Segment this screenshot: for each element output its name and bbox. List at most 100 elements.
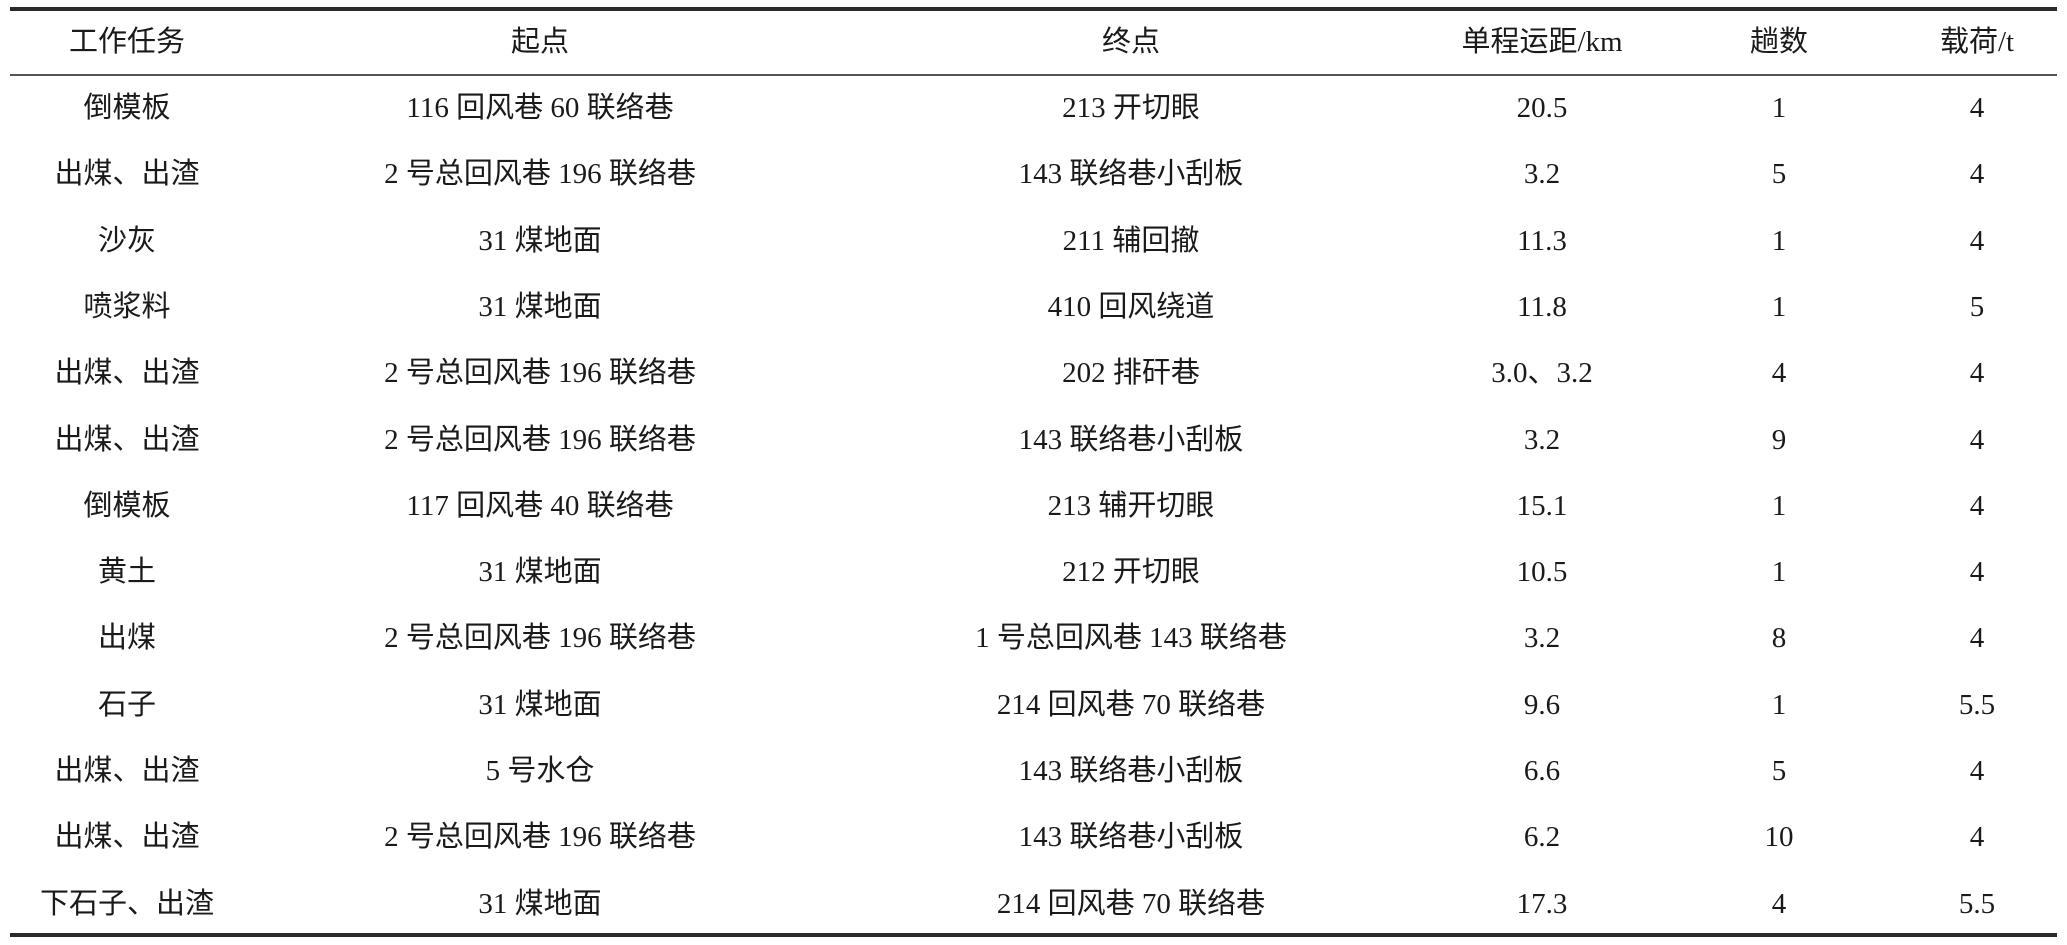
cell-start: 5 号水仓	[485, 755, 595, 787]
cell-trips: 9	[1771, 423, 1787, 456]
cell-load: 4	[1969, 158, 1985, 191]
cell-task: 黄土	[97, 556, 157, 589]
cell-trips: 10	[1764, 821, 1794, 854]
cell-task: 石子	[97, 688, 157, 721]
table-row: 出煤 2 号总回风巷 196 联络巷 1 号总回风巷 143 联络巷 3.2 8 4	[0, 618, 2067, 658]
table-row: 喷浆料 31 煤地面 410 回风绕道 11.8 1 5	[0, 287, 2067, 327]
table-bottom-rule	[10, 933, 2057, 937]
cell-load: 4	[1969, 821, 1985, 854]
cell-start: 31 煤地面	[478, 290, 602, 323]
cell-load: 4	[1969, 92, 1985, 124]
cell-task: 喷浆料	[83, 290, 171, 323]
cell-load: 4	[1969, 224, 1985, 257]
cell-start: 117 回风巷 40 联络巷	[406, 489, 674, 522]
table-header-row: 工作任务 起点 终点 单程运距/km 趟数 载荷/t	[0, 22, 2067, 62]
cell-load: 5.5	[1958, 887, 1996, 920]
cell-trips: 1	[1771, 224, 1787, 257]
cell-end: 214 回风巷 70 联络巷	[996, 887, 1266, 920]
cell-distance: 3.2	[1523, 423, 1561, 456]
cell-end: 143 联络巷小刮板	[1018, 423, 1244, 456]
cell-distance: 10.5	[1516, 556, 1568, 589]
table-row: 黄土 31 煤地面 212 开切眼 10.5 1 4	[0, 552, 2067, 592]
cell-distance: 17.3	[1516, 887, 1568, 920]
cell-trips: 4	[1771, 357, 1787, 390]
table-row: 出煤、出渣 2 号总回风巷 196 联络巷 143 联络巷小刮板 3.2 9 4	[0, 420, 2067, 460]
cell-task: 出煤、出渣	[54, 357, 200, 390]
cell-task: 出煤	[97, 622, 157, 655]
cell-trips: 5	[1771, 755, 1787, 787]
cell-distance: 9.6	[1523, 688, 1561, 721]
cell-trips: 4	[1771, 887, 1787, 920]
table-row: 倒模板 116 回风巷 60 联络巷 213 开切眼 20.5 1 4	[0, 88, 2067, 128]
table-row: 沙灰 31 煤地面 211 辅回撤 11.3 1 4	[0, 221, 2067, 261]
cell-start: 31 煤地面	[478, 556, 602, 589]
cell-distance: 20.5	[1516, 92, 1568, 124]
cell-task: 倒模板	[83, 489, 171, 522]
cell-load: 4	[1969, 622, 1985, 655]
cell-trips: 1	[1771, 290, 1787, 323]
cell-distance: 11.3	[1517, 224, 1567, 257]
cell-end: 143 联络巷小刮板	[1018, 755, 1244, 787]
cell-distance: 3.2	[1523, 158, 1561, 191]
cell-end: 214 回风巷 70 联络巷	[996, 688, 1266, 721]
cell-start: 31 煤地面	[478, 688, 602, 721]
cell-start: 31 煤地面	[478, 224, 602, 257]
cell-end: 410 回风绕道	[1047, 290, 1215, 323]
table-header-rule	[10, 74, 2057, 76]
cell-distance: 3.2	[1523, 622, 1561, 655]
cell-end: 1 号总回风巷 143 联络巷	[975, 622, 1287, 655]
cell-task: 出煤、出渣	[54, 821, 200, 854]
cell-load: 5.5	[1958, 688, 1996, 721]
cell-load: 5	[1969, 290, 1985, 323]
cell-end: 213 辅开切眼	[1047, 489, 1215, 522]
cell-task: 下石子、出渣	[39, 887, 215, 920]
cell-trips: 1	[1771, 688, 1787, 721]
table-row: 出煤、出渣 2 号总回风巷 196 联络巷 143 联络巷小刮板 3.2 5 4	[0, 154, 2067, 194]
cell-end: 212 开切眼	[1062, 556, 1200, 589]
cell-end: 213 开切眼	[1062, 92, 1200, 124]
cell-start: 31 煤地面	[478, 887, 602, 920]
cell-task: 出煤、出渣	[54, 423, 200, 456]
cell-load: 4	[1969, 423, 1985, 456]
table-row: 出煤、出渣 2 号总回风巷 196 联络巷 143 联络巷小刮板 6.2 10 4	[0, 817, 2067, 857]
cell-end: 143 联络巷小刮板	[1018, 158, 1244, 191]
header-task: 工作任务	[68, 26, 186, 58]
cell-trips: 1	[1771, 92, 1787, 124]
table-row: 出煤、出渣 5 号水仓 143 联络巷小刮板 6.6 5 4	[0, 751, 2067, 791]
cell-distance: 6.2	[1523, 821, 1561, 854]
cell-end: 143 联络巷小刮板	[1018, 821, 1244, 854]
cell-task: 出煤、出渣	[54, 755, 200, 787]
table-row: 出煤、出渣 2 号总回风巷 196 联络巷 202 排矸巷 3.0、3.2 4 4	[0, 353, 2067, 393]
table-top-rule	[10, 7, 2057, 11]
header-distance: 单程运距/km	[1461, 26, 1623, 58]
cell-end: 202 排矸巷	[1062, 357, 1200, 390]
table-row: 石子 31 煤地面 214 回风巷 70 联络巷 9.6 1 5.5	[0, 685, 2067, 725]
cell-start: 2 号总回风巷 196 联络巷	[384, 821, 696, 854]
cell-load: 4	[1969, 556, 1985, 589]
cell-distance: 6.6	[1523, 755, 1561, 787]
header-end: 终点	[1101, 26, 1161, 58]
table-row: 下石子、出渣 31 煤地面 214 回风巷 70 联络巷 17.3 4 5.5	[0, 884, 2067, 924]
cell-start: 2 号总回风巷 196 联络巷	[384, 357, 696, 390]
cell-load: 4	[1969, 357, 1985, 390]
cell-start: 2 号总回风巷 196 联络巷	[384, 622, 696, 655]
cell-trips: 1	[1771, 489, 1787, 522]
cell-trips: 8	[1771, 622, 1787, 655]
cell-distance: 3.0、3.2	[1491, 357, 1593, 390]
cell-task: 沙灰	[97, 224, 157, 257]
table-row: 倒模板 117 回风巷 40 联络巷 213 辅开切眼 15.1 1 4	[0, 486, 2067, 526]
cell-task: 倒模板	[83, 92, 171, 124]
cell-task: 出煤、出渣	[54, 158, 200, 191]
cell-distance: 11.8	[1517, 290, 1567, 323]
cell-start: 116 回风巷 60 联络巷	[406, 92, 674, 124]
header-load: 载荷/t	[1939, 26, 2015, 58]
cell-start: 2 号总回风巷 196 联络巷	[384, 158, 696, 191]
cell-trips: 1	[1771, 556, 1787, 589]
header-start: 起点	[510, 26, 570, 58]
cell-load: 4	[1969, 489, 1985, 522]
cell-distance: 15.1	[1516, 489, 1568, 522]
cell-load: 4	[1969, 755, 1985, 787]
header-trips: 趟数	[1749, 26, 1809, 58]
cell-trips: 5	[1771, 158, 1787, 191]
cell-end: 211 辅回撤	[1062, 224, 1200, 257]
